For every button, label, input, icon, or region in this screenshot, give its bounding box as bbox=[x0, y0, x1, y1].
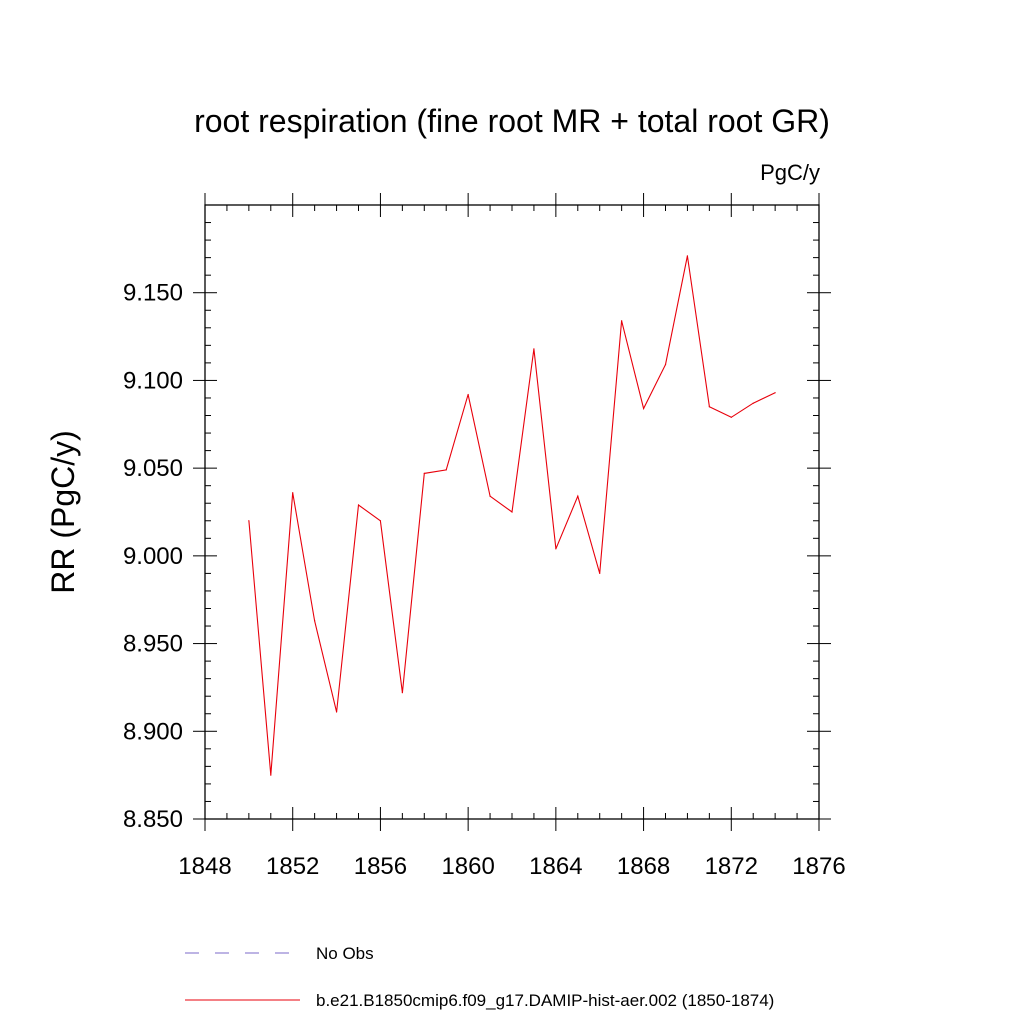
data-point bbox=[423, 472, 425, 475]
x-tick-label: 1848 bbox=[178, 853, 231, 880]
x-tick-label: 1852 bbox=[266, 853, 319, 880]
legend-label: b.e21.B1850cmip6.f09_g17.DAMIP-hist-aer.… bbox=[316, 991, 774, 1010]
data-point bbox=[270, 774, 272, 776]
legend-label: No Obs bbox=[316, 944, 374, 963]
y-tick-label: 8.950 bbox=[123, 631, 183, 658]
plot-series bbox=[248, 255, 776, 776]
data-point bbox=[533, 348, 535, 350]
x-tick-label: 1872 bbox=[705, 853, 758, 880]
y-tick-label: 9.150 bbox=[123, 280, 183, 307]
y-tick-label: 9.100 bbox=[123, 367, 183, 394]
y-tick-label: 9.050 bbox=[123, 455, 183, 482]
y-tick-label: 8.850 bbox=[123, 806, 183, 833]
data-point bbox=[708, 406, 710, 408]
data-point bbox=[642, 407, 645, 410]
data-point bbox=[621, 320, 623, 322]
y-axis-label: RR (PgC/y) bbox=[45, 430, 81, 594]
data-point bbox=[664, 364, 667, 366]
data-point bbox=[314, 620, 316, 622]
data-point bbox=[357, 504, 360, 506]
data-point bbox=[599, 572, 601, 575]
data-point bbox=[577, 495, 579, 497]
chart-title: root respiration (fine root MR + total r… bbox=[194, 103, 830, 139]
data-point bbox=[467, 393, 469, 396]
data-point bbox=[752, 402, 754, 404]
x-tick-label: 1868 bbox=[617, 853, 670, 880]
data-point bbox=[555, 548, 557, 550]
x-tick-label: 1876 bbox=[792, 853, 845, 880]
axes: 1848 1852 1856 1860 1864 1868 1872 1876 8.850 8.9… bbox=[123, 193, 846, 880]
data-point bbox=[445, 469, 447, 471]
data-point bbox=[292, 492, 294, 494]
data-point bbox=[248, 520, 250, 522]
data-point bbox=[401, 692, 403, 694]
y-tick-label: 9.000 bbox=[123, 543, 183, 570]
legend: No Obs b.e21.B1850cmip6.f09_g17.DAMIP-his… bbox=[185, 944, 774, 1010]
data-point bbox=[335, 711, 338, 713]
data-point bbox=[686, 255, 689, 257]
x-tick-label: 1856 bbox=[354, 853, 407, 880]
y-tick-label: 8.900 bbox=[123, 718, 183, 745]
data-point bbox=[774, 392, 776, 394]
data-point bbox=[730, 416, 732, 418]
data-point bbox=[511, 511, 513, 513]
series-line bbox=[248, 255, 776, 776]
units-label: PgC/y bbox=[760, 160, 820, 185]
data-point bbox=[489, 495, 491, 497]
x-tick-label: 1860 bbox=[441, 853, 494, 880]
x-tick-label: 1864 bbox=[529, 853, 582, 880]
data-point bbox=[379, 520, 382, 522]
